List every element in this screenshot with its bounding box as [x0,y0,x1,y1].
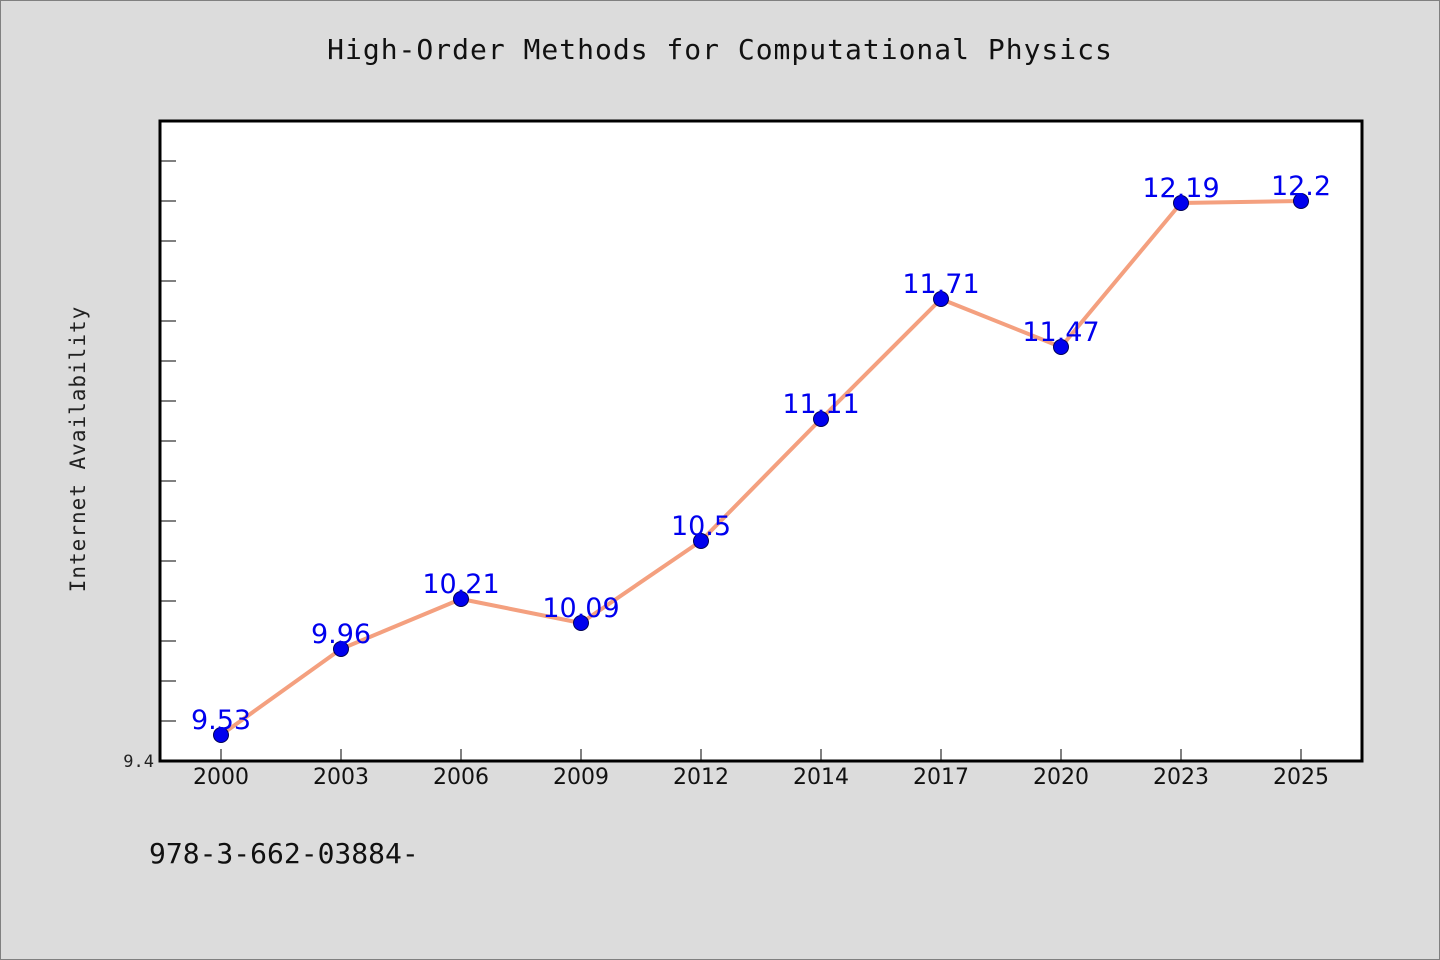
chart-title: High-Order Methods for Computational Phy… [327,33,1113,66]
data-label: 9.53 [191,705,251,736]
x-tick-labels: 2000 2003 2006 2009 2012 2014 2017 2020 2023 2025 [193,765,1329,790]
x-tick-label: 2006 [433,765,489,790]
data-marker [693,533,709,549]
data-label: 12.19 [1142,173,1219,204]
x-tick-label: 2003 [313,765,369,790]
data-labels: 9.53 9.96 10.21 10.09 10.5 11.11 11.71 11.47 12.… [191,171,1331,736]
y-tick-label: 9.4 [123,752,154,772]
plot-area [158,119,1364,763]
data-label: 9.96 [311,619,371,650]
x-tick-label: 2009 [553,765,609,790]
x-tick-label: 2000 [193,765,249,790]
data-label: 10.09 [542,593,619,624]
data-label: 12.2 [1271,171,1331,202]
x-tick-label: 2017 [913,765,969,790]
data-marker [453,591,469,607]
x-tick-label: 2023 [1153,765,1209,790]
x-tick-label: 2014 [793,765,849,790]
data-label: 11.11 [782,389,859,420]
data-marker [1293,193,1309,209]
data-marker [1173,195,1189,211]
x-tick-label: 2012 [673,765,729,790]
data-marker [1053,339,1069,355]
data-marker [933,291,949,307]
x-tick-label: 2025 [1273,765,1329,790]
footer-code: 978-3-662-03884- [149,837,419,870]
data-marker [573,615,589,631]
data-marker [213,727,229,743]
data-label: 11.71 [902,269,979,300]
data-marker [333,641,349,657]
y-minor-ticks [160,160,176,722]
data-label: 11.47 [1022,317,1099,348]
data-markers [213,193,1309,743]
data-label: 10.21 [422,569,499,600]
series-line [219,199,1302,737]
x-tick-label: 2020 [1033,765,1089,790]
x-ticks [220,749,1302,761]
data-marker [813,411,829,427]
data-label: 10.5 [671,511,731,542]
